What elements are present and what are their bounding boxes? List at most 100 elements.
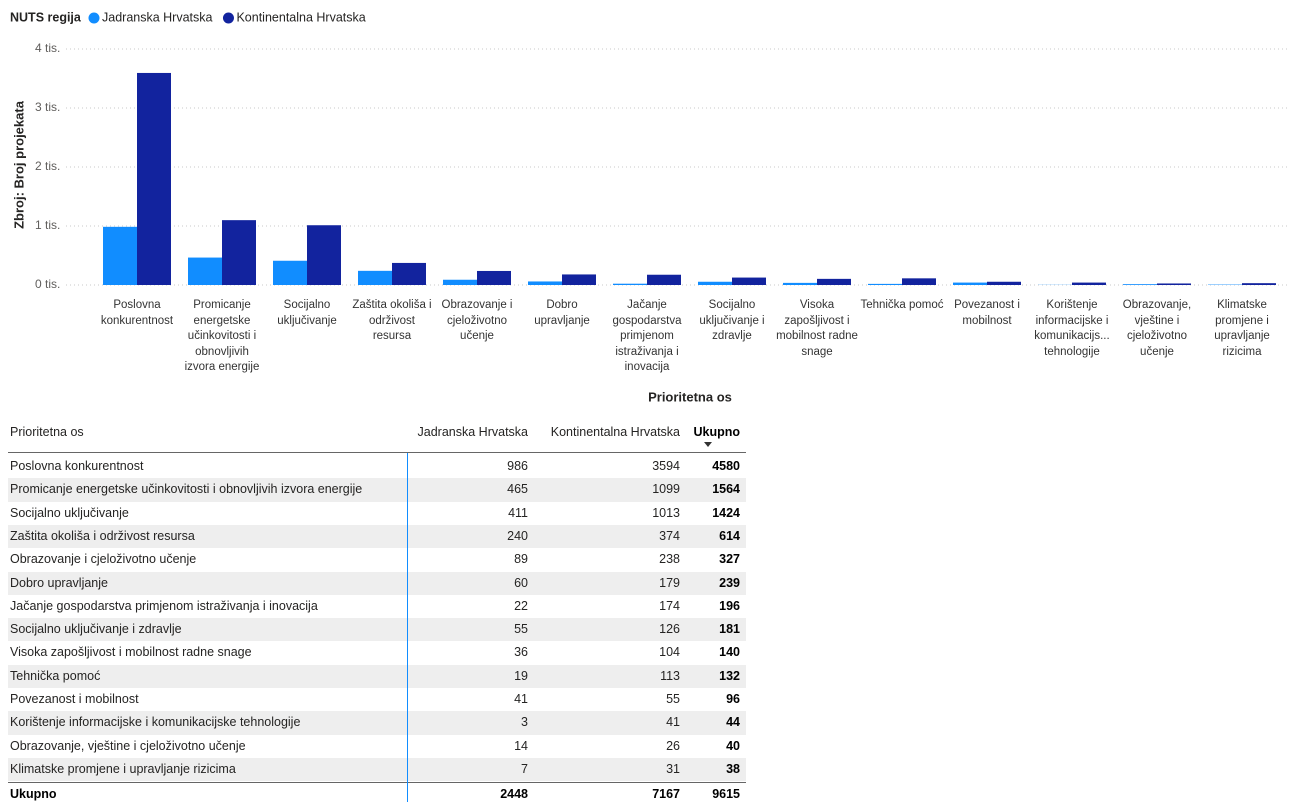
row-shade: [8, 664, 746, 688]
bar: [307, 225, 341, 285]
table-cell: 55: [666, 692, 680, 706]
row-shade: [8, 571, 746, 595]
x-tick-label: Zaštita okoliša i održivost resursa: [352, 299, 432, 342]
table-cell: 238: [659, 552, 680, 567]
x-tick-label: Dobro upravljanje: [534, 299, 590, 327]
y-tick-label: 1 tis.: [35, 218, 60, 232]
table-cell: Ukupno: [10, 787, 57, 802]
table-cell: 7: [521, 761, 528, 776]
table-cell: 19: [514, 668, 528, 683]
table-cell: 181: [719, 622, 740, 637]
bar: [732, 277, 766, 285]
table-cell: 327: [719, 552, 740, 567]
table-cell: 22: [514, 598, 528, 613]
table-cell: Visoka zapošljivost i mobilnost radne sn…: [10, 645, 252, 660]
table-cell: Povezanost i mobilnost: [10, 692, 139, 706]
table-cell: Obrazovanje, vještine i cjeloživotno uče…: [10, 738, 246, 753]
row-shade: [8, 757, 746, 782]
table-cell: 1424: [712, 505, 740, 520]
legend-marker: [222, 12, 234, 24]
row-shade: [8, 618, 746, 642]
bar: [103, 226, 137, 285]
table-cell: 3594: [652, 459, 680, 473]
bar: [358, 270, 392, 285]
table-cell: Dobro upravljanje: [10, 575, 108, 590]
table-cell: 41: [514, 692, 528, 706]
table-cell: 411: [508, 505, 528, 520]
x-tick-label: Obrazovanje i cjeloživotno učenje: [441, 299, 513, 342]
bar: [817, 278, 851, 285]
legend-label: Kontinentalna Hrvatska: [236, 10, 365, 24]
table-cell: 104: [659, 645, 680, 660]
table-cell: Ukupno: [693, 425, 740, 439]
x-tick-label: Socijalno uključivanje i zdravlje: [699, 299, 765, 342]
table-cell: Korištenje informacijske i komunikacijsk…: [10, 715, 301, 730]
x-tick-label: Klimatske promjene i upravljanje rizicim…: [1214, 299, 1270, 358]
x-tick-label: Socijalno uključivanje: [277, 299, 337, 327]
table-cell: Jadranska Hrvatska: [417, 425, 528, 439]
table-cell: 140: [719, 645, 740, 660]
table-cell: 1564: [712, 482, 740, 497]
table-cell: 38: [726, 761, 740, 776]
legend-marker: [88, 12, 100, 24]
x-tick-label: Poslovna konkurentnost: [100, 299, 174, 327]
table-cell: 1099: [652, 482, 680, 497]
bar: [1242, 283, 1276, 285]
bar: [392, 262, 426, 285]
legend-label: Jadranska Hrvatska: [102, 10, 213, 24]
chart: NUTS regija Zbroj: Broj projekata Priori…: [10, 10, 1290, 404]
x-tick-label: Visoka zapošljivost i mobilnost radne sn…: [776, 299, 858, 358]
table-cell: 31: [666, 761, 680, 776]
total-rule: [8, 782, 746, 784]
table-cell: 55: [514, 622, 528, 637]
table-cell: Kontinentalna Hrvatska: [550, 425, 680, 439]
bar: [868, 283, 902, 285]
table-cell: Obrazovanje i cjeloživotno učenje: [10, 552, 197, 567]
x-tick-label: Obrazovanje, vještine i cjeloživotno uče…: [1122, 299, 1192, 358]
legend-title: NUTS regija: [10, 10, 82, 24]
row-shade: [8, 478, 746, 502]
bar: [477, 270, 511, 285]
bar: [902, 278, 936, 285]
table-cell: 44: [726, 715, 740, 730]
table-cell: Promicanje energetske učinkovitosti i ob…: [10, 482, 363, 497]
x-tick-label: Jačanje gospodarstva primjenom istraživa…: [612, 299, 682, 373]
table-cell: 3: [521, 715, 528, 730]
table-cell: 239: [719, 575, 740, 590]
y-axis-title: Zbroj: Broj projekata: [11, 100, 26, 229]
y-tick-label: 3 tis.: [35, 100, 60, 114]
bar: [528, 281, 562, 285]
table-cell: 465: [507, 482, 528, 497]
bar: [443, 279, 477, 285]
row-shade: [8, 711, 746, 735]
table-cell: 113: [660, 668, 680, 683]
table-cell: 4580: [712, 459, 740, 473]
table-cell: Jačanje gospodarstva primjenom istraživa…: [10, 598, 318, 613]
bar: [987, 281, 1021, 285]
bar: [783, 282, 817, 285]
x-tick-label: Promicanje energetske učinkovitosti i ob…: [184, 299, 260, 373]
y-tick-label: 2 tis.: [35, 159, 60, 173]
table-cell: 2448: [500, 787, 528, 802]
table-cell: 240: [507, 528, 528, 543]
x-axis-title: Prioritetna os: [648, 389, 732, 404]
table-cell: 41: [666, 715, 680, 730]
table-cell: 132: [719, 668, 740, 683]
bar: [188, 257, 222, 285]
table-cell: Zaštita okoliša i održivost resursa: [10, 528, 195, 543]
table-cell: 89: [514, 552, 528, 567]
table-cell: 7167: [652, 787, 680, 802]
x-tick-label: Povezanost i mobilnost: [954, 299, 1020, 327]
table-cell: Klimatske promjene i upravljanje rizicim…: [10, 761, 236, 776]
bar: [698, 281, 732, 285]
bar: [613, 283, 647, 285]
bar: [647, 274, 681, 285]
bar: [273, 260, 307, 285]
table-cell: 14: [514, 738, 528, 753]
table-cell: 374: [659, 528, 680, 543]
y-tick-label: 4 tis.: [35, 41, 60, 55]
table-cell: 614: [719, 528, 740, 543]
table-cell: 174: [659, 598, 680, 613]
bar: [222, 220, 256, 285]
